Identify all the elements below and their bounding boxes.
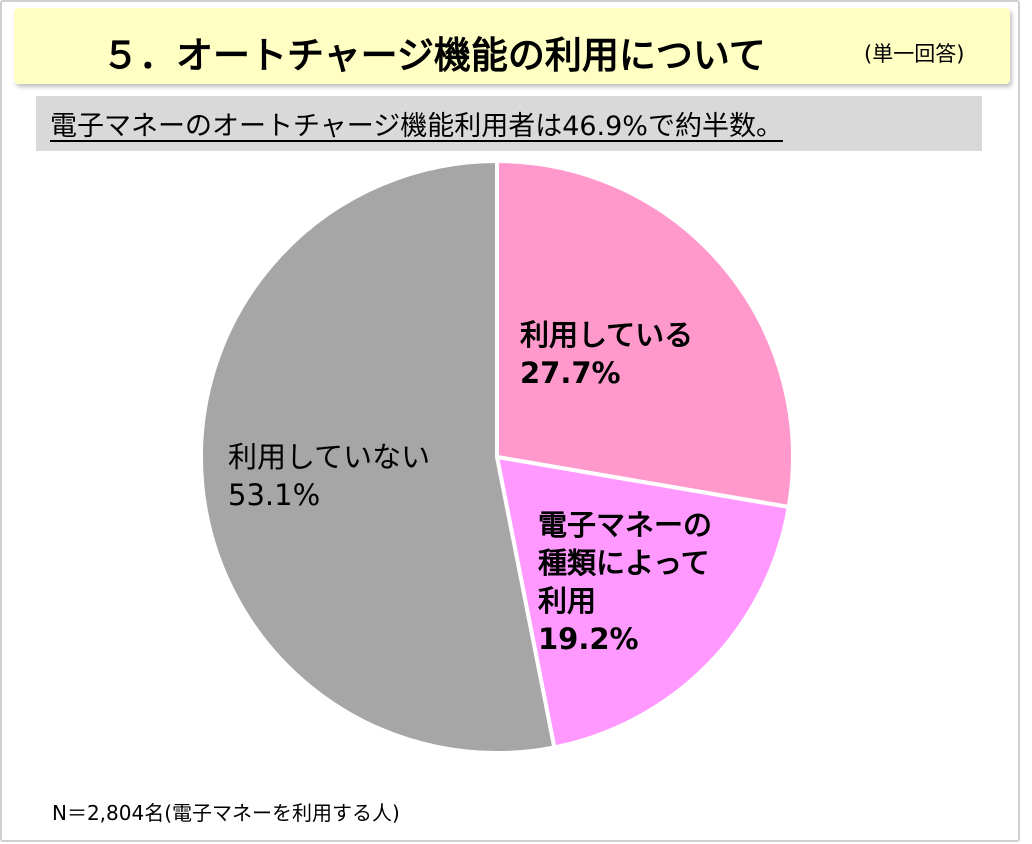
- slice-value-using: 27.7%: [520, 356, 621, 390]
- slice-name-not-using: 利用していない: [228, 440, 431, 474]
- slice-name-line-2: 種類によって: [538, 546, 710, 580]
- pie-slice-not-using: [199, 159, 557, 755]
- pie-slice-depends: [495, 455, 791, 750]
- slice-name-line-3: 利用: [538, 584, 597, 618]
- sample-size-note: N＝2,804名(電子マネーを利用する人): [52, 801, 400, 825]
- page-title: ５．オートチャージ機能の利用について: [102, 34, 766, 77]
- slice-label-not-using: 利用していない 53.1%: [228, 438, 430, 514]
- slice-name-using: 利用している: [520, 318, 694, 352]
- pie-slice-using: [495, 159, 795, 509]
- slice-label-depends: 電子マネーの 種類によって 利用 19.2%: [538, 506, 712, 658]
- slice-value-depends: 19.2%: [538, 622, 639, 656]
- answer-type-note: (単一回答): [864, 42, 965, 66]
- slice-name-line-1: 電子マネーの: [538, 508, 713, 542]
- headline-text: 電子マネーのオートチャージ機能利用者は46.9%で約半数。: [50, 111, 783, 142]
- slice-label-using: 利用している 27.7%: [520, 316, 693, 392]
- slice-value-not-using: 53.1%: [228, 478, 321, 512]
- headline-box: 電子マネーのオートチャージ機能利用者は46.9%で約半数。: [36, 96, 982, 151]
- title-banner: ５．オートチャージ機能の利用について (単一回答): [14, 8, 1010, 84]
- pie-chart: [199, 159, 795, 755]
